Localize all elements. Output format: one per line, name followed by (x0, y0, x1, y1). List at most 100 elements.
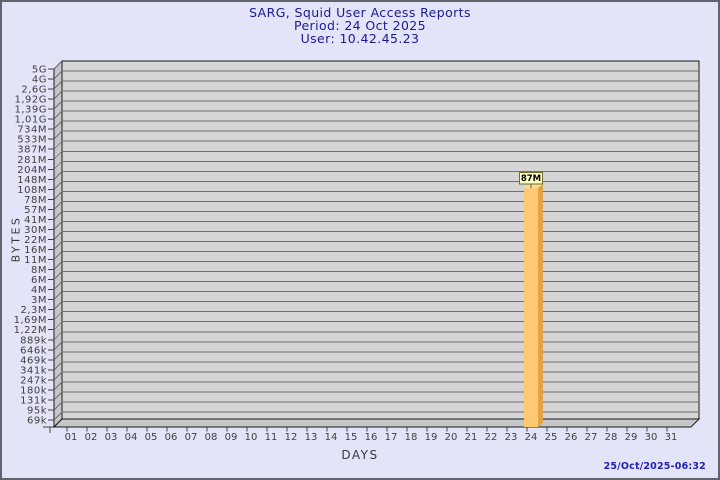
gridline-wall-slant (53, 261, 63, 270)
gridline-wall-slant (53, 160, 63, 170)
x-tick-label: 19 (425, 432, 438, 443)
x-tick-label: 27 (585, 432, 598, 443)
x-tick-label: 05 (145, 432, 158, 443)
gridline-wall-slant (53, 221, 63, 230)
y-tick-label: 148M (17, 175, 47, 186)
x-tick-label: 14 (325, 432, 338, 443)
x-tick-label: 16 (365, 432, 378, 443)
x-tick-label: 21 (465, 432, 478, 443)
x-tick-label: 12 (285, 432, 298, 443)
x-tick-label: 01 (65, 432, 78, 443)
y-tick-label: 30M (24, 225, 47, 236)
y-tick-label: 387M (17, 145, 47, 156)
y-tick-label: 1,22M (14, 325, 47, 336)
y-tick-label: 78M (24, 195, 47, 206)
x-tick-label: 23 (505, 432, 518, 443)
y-tick-label: 281M (17, 155, 47, 166)
gridline-wall-slant (53, 100, 63, 110)
gridline-wall-slant (53, 120, 63, 130)
gridline-wall-slant (53, 60, 63, 70)
gridline-wall-slant (53, 80, 63, 90)
x-tick-label: 08 (205, 432, 218, 443)
chart-title-block: SARG, Squid User Access Reports Period: … (2, 6, 718, 45)
y-tick-label: 131k (20, 395, 47, 406)
gridline-wall-slant (53, 411, 63, 421)
bar-value-label: 87M (521, 174, 541, 184)
y-tick-label: 69k (27, 416, 47, 427)
gridline-wall-slant (53, 170, 63, 180)
y-tick-label: 1,69M (14, 315, 47, 326)
gridline-wall-slant (53, 191, 63, 200)
y-tick-label: 204M (17, 165, 47, 176)
axis-ticks (43, 68, 668, 433)
y-tick-label: 8M (31, 265, 47, 276)
x-tick-label: 28 (605, 432, 618, 443)
x-tick-label: 04 (125, 432, 138, 443)
plot-floor (52, 418, 701, 428)
y-tick-label: 4M (31, 285, 47, 296)
y-tick-label: 341k (20, 365, 47, 376)
gridline-wall-slant (53, 140, 63, 150)
y-tick-label: 180k (20, 385, 47, 396)
gridline-wall-slant (53, 271, 63, 280)
y-tick-label: 2,3M (20, 305, 47, 316)
x-tick-label: 03 (105, 432, 118, 443)
x-tick-label: 09 (225, 432, 238, 443)
gridline-wall-slant (53, 231, 63, 240)
x-tick-label: 02 (85, 432, 98, 443)
x-tick-label: 26 (565, 432, 578, 443)
x-tick-label: 10 (245, 432, 258, 443)
bar-side (538, 184, 543, 427)
y-tick-label: 1,92G (14, 95, 47, 106)
y-tick-label: 3M (31, 295, 47, 306)
gridlines (53, 60, 699, 421)
y-tick-label: 889k (20, 335, 47, 346)
x-tick-label: 31 (665, 432, 678, 443)
x-tick-label: 24 (525, 432, 538, 443)
gridline-wall-slant (53, 251, 63, 260)
x-tick-label: 18 (405, 432, 418, 443)
x-tick-labels: 01 02 03 04 05 06 07 08 09 10 11 12 13 14 15 16 17 18 19 20… (65, 432, 678, 443)
y-tick-labels: 5G4G2,6G1,92G1,39G1,01G734M533M387M281M2… (14, 65, 47, 427)
gridline-wall-slant (53, 241, 63, 250)
x-tick-label: 22 (485, 432, 498, 443)
y-tick-label: 1,01G (14, 115, 47, 126)
plot-left-wall (53, 59, 63, 429)
gridline-wall-slant (53, 371, 63, 381)
y-tick-label: 533M (17, 135, 47, 146)
gridline-wall-slant (53, 301, 63, 311)
y-tick-label: 108M (17, 185, 47, 196)
x-tick-label: 15 (345, 432, 358, 443)
x-tick-label: 20 (445, 432, 458, 443)
y-tick-label: 4G (32, 75, 47, 86)
chart-period: Period: 24 Oct 2025 (293, 18, 427, 33)
x-tick-label: 17 (385, 432, 398, 443)
bar-top (524, 184, 543, 189)
gridline-wall-slant (53, 361, 63, 371)
bar-day-24: 87M (519, 172, 543, 427)
x-tick-label: 30 (645, 432, 658, 443)
gridline-wall-slant (53, 351, 63, 361)
y-tick-label: 646k (20, 345, 47, 356)
y-tick-label: 734M (17, 125, 47, 136)
y-tick-label: 1,39G (14, 105, 47, 116)
x-tick-label: 07 (185, 432, 198, 443)
gridline-wall-slant (53, 281, 63, 290)
chart-user: User: 10.42.45.23 (300, 31, 420, 46)
x-tick-label: 11 (265, 432, 278, 443)
gridline-wall-slant (53, 201, 63, 210)
y-tick-label: 11M (24, 255, 47, 266)
gridline-wall-slant (53, 321, 63, 331)
plot-area (61, 60, 700, 420)
gridline-wall-slant (53, 150, 63, 160)
gridline-wall-slant (53, 311, 63, 321)
x-tick-label: 13 (305, 432, 318, 443)
gridline-wall-slant (53, 291, 63, 301)
y-tick-label: 16M (24, 245, 47, 256)
gridline-wall-slant (53, 401, 63, 411)
generation-timestamp: 25/Oct/2025-06:32 (603, 461, 706, 472)
y-tick-label: 41M (24, 215, 47, 226)
gridline-wall-slant (53, 381, 63, 391)
gridline-wall-slant (53, 331, 63, 341)
